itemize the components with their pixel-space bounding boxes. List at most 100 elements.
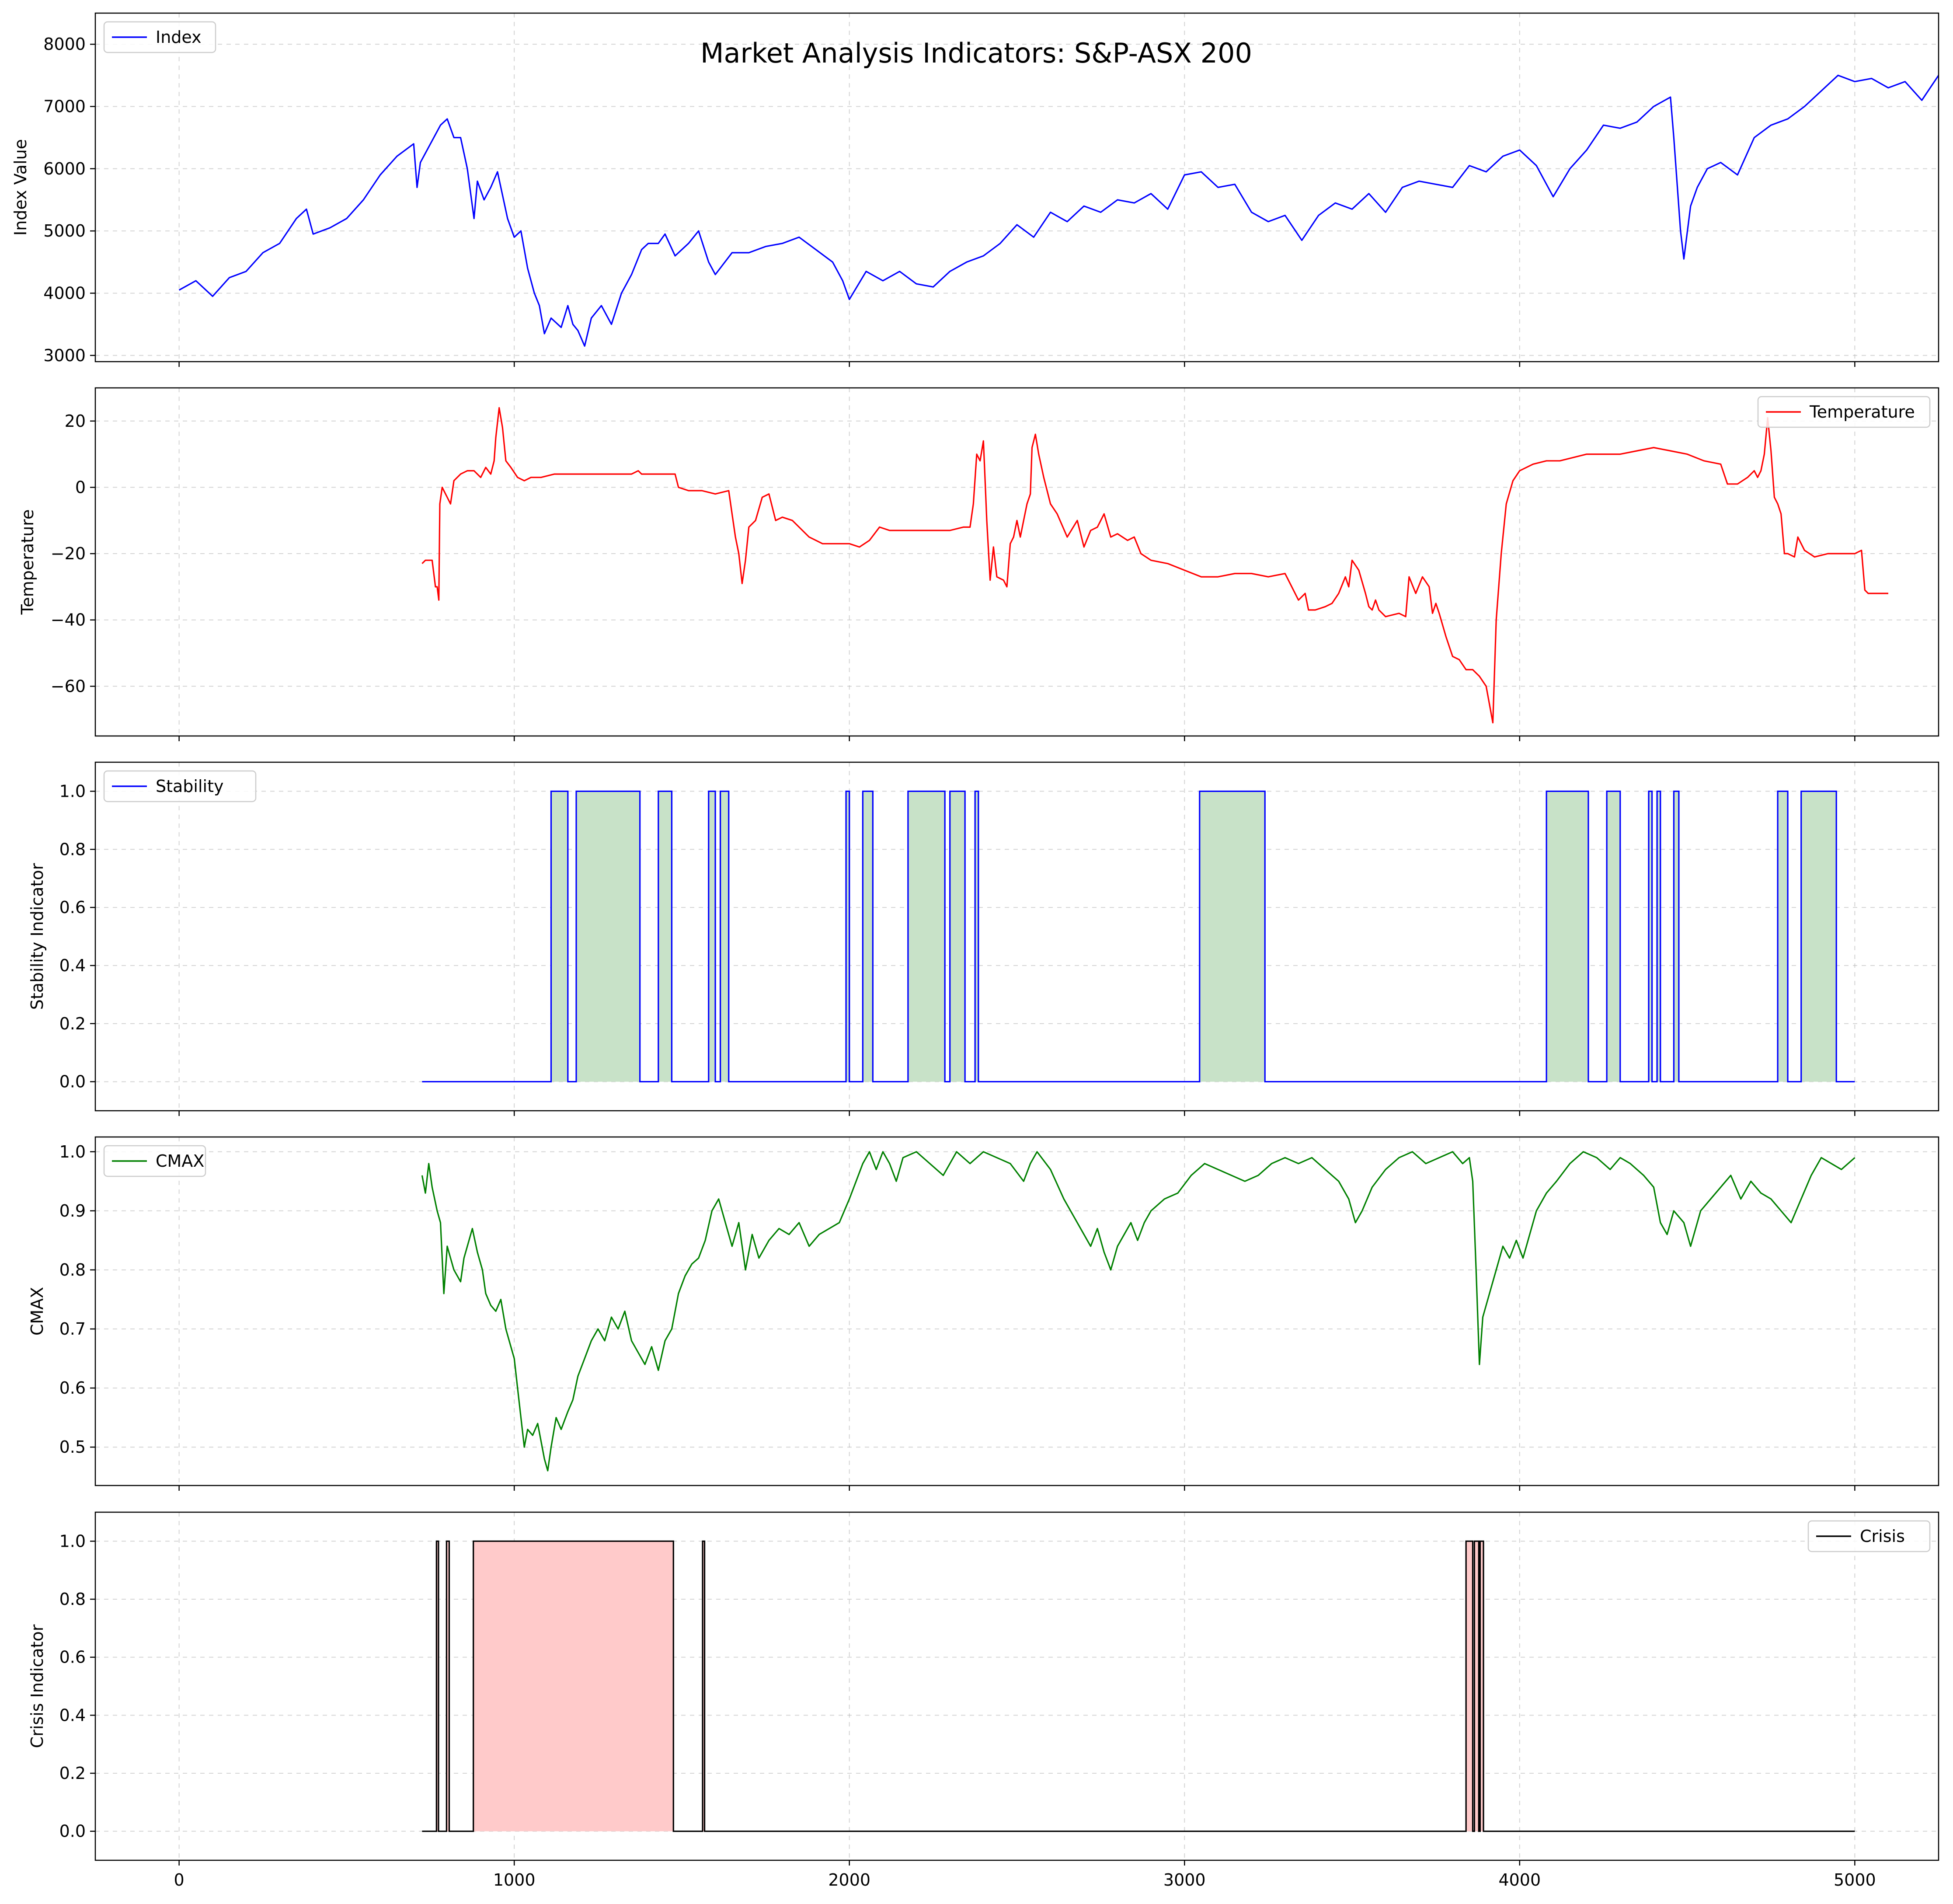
cmax-ylabel: CMAX: [28, 1287, 47, 1336]
legend-box: [103, 1145, 206, 1177]
temperature-line: [421, 407, 1888, 724]
y-tick-label: 0.0: [59, 1822, 86, 1841]
y-tick-label: 0.8: [59, 840, 86, 859]
y-tick-label: 0.6: [59, 898, 86, 917]
y-tick-label: 0.7: [59, 1319, 86, 1339]
cmax-axes-frame: [94, 1136, 1939, 1486]
y-tick-label: 0: [75, 478, 86, 497]
cmax-legend: CMAX: [103, 1145, 206, 1177]
y-tick-label: 5000: [43, 221, 86, 241]
y-tick-label: 20: [65, 411, 86, 431]
stability-fill-region: [576, 791, 640, 1082]
index-axes-frame: [94, 12, 1939, 363]
panel-cmax: 0.5 0.6 0.7 0.8 0.9 1.0 CMAX CMAX: [28, 1136, 1939, 1491]
panel-stability: 0.0 0.2 0.4 0.6 0.8 1.0 Stability Indicator Sta…: [28, 761, 1939, 1116]
crisis-axes-frame: [94, 1511, 1939, 1861]
stability-series: [422, 790, 1855, 1083]
cmax-grid: [95, 1137, 1939, 1486]
stability-fill-region: [1199, 791, 1265, 1082]
y-tick-label: 1.0: [59, 1142, 86, 1161]
legend-label: Temperature: [1809, 402, 1915, 422]
y-tick-label: 0.6: [59, 1648, 86, 1667]
legend-label: Stability: [156, 777, 224, 796]
panel-crisis: 0.0 0.2 0.4 0.6 0.8 1.0 0 1000 2000 3000 4000 5000 C…: [28, 1511, 1939, 1890]
y-tick-label: 0.9: [59, 1201, 86, 1221]
stability-step-line: [422, 790, 1855, 1083]
y-tick-label: 0.8: [59, 1260, 86, 1280]
x-tick-label: 5000: [1834, 1870, 1876, 1890]
y-tick-label: 8000: [43, 35, 86, 54]
y-tick-label: −20: [51, 544, 86, 563]
temperature-grid: [95, 388, 1939, 736]
x-tick-label: 1000: [493, 1870, 536, 1890]
stability-fill-region: [846, 791, 849, 1082]
temperature-ylabel: Temperature: [18, 509, 37, 615]
panel-temperature: −60 −40 −20 0 20 Temperature Temperature: [18, 387, 1939, 741]
y-tick-label: 0.4: [59, 1705, 86, 1725]
crisis-fill-region: [1474, 1541, 1479, 1831]
y-tick-label: 0.2: [59, 1764, 86, 1783]
temperature-axes-frame: [94, 387, 1939, 737]
index-series: [178, 74, 1939, 347]
stability-fill-region: [720, 791, 729, 1082]
crisis-fill-region: [1480, 1541, 1484, 1831]
index-legend: Index: [103, 21, 216, 53]
chart-title: Market Analysis Indicators: S&P-ASX 200: [700, 37, 1252, 69]
crisis-step-line: [422, 1540, 1855, 1832]
crisis-fill-region: [436, 1541, 439, 1831]
crisis-ylabel: Crisis Indicator: [28, 1624, 47, 1748]
panels: 3000 4000 5000 6000 7000 8000 Index Value Index…: [11, 12, 1939, 1890]
legend-box: [1757, 396, 1931, 428]
stability-ylabel: Stability Indicator: [28, 863, 47, 1010]
crisis-legend: Crisis: [1807, 1520, 1931, 1552]
index-line: [178, 74, 1939, 347]
y-tick-label: 7000: [43, 97, 86, 116]
x-tick-label: 3000: [1163, 1870, 1206, 1890]
stability-axes-frame: [94, 761, 1939, 1112]
legend-label: Crisis: [1860, 1527, 1905, 1546]
crisis-series: [422, 1540, 1855, 1832]
index-grid: [95, 13, 1939, 362]
index-ylabel: Index Value: [11, 139, 30, 236]
x-tick-label: 2000: [828, 1870, 870, 1890]
stability-fill-region: [908, 791, 945, 1082]
y-tick-label: 4000: [43, 283, 86, 303]
legend-label: Index: [156, 28, 202, 47]
y-tick-label: 0.8: [59, 1590, 86, 1609]
crisis-fill-region: [702, 1541, 705, 1831]
y-tick-label: 0.4: [59, 956, 86, 975]
stability-fill-region: [975, 791, 978, 1082]
temperature-series: [421, 407, 1888, 724]
stability-fill-region: [1648, 791, 1652, 1082]
temperature-legend: Temperature: [1757, 396, 1931, 428]
crisis-fill-region: [446, 1541, 449, 1831]
panel-index: 3000 4000 5000 6000 7000 8000 Index Value Index: [11, 12, 1939, 367]
stability-legend: Stability: [103, 770, 257, 802]
stability-fill-region: [950, 791, 965, 1082]
y-tick-label: 0.0: [59, 1072, 86, 1091]
stability-fill-region: [863, 791, 873, 1082]
legend-box: [103, 21, 216, 53]
cmax-line: [421, 1151, 1856, 1472]
legend-box: [1807, 1520, 1931, 1552]
stability-fill-region: [1778, 791, 1788, 1082]
y-tick-label: 1.0: [59, 1531, 86, 1551]
cmax-series: [421, 1151, 1856, 1472]
y-tick-label: −40: [51, 610, 86, 630]
legend-label: CMAX: [156, 1151, 204, 1171]
stability-fill-region: [1607, 791, 1620, 1082]
crisis-fill-region: [473, 1541, 674, 1831]
stability-fill-region: [551, 791, 568, 1082]
legend-box: [103, 770, 257, 802]
stability-fill-region: [658, 791, 672, 1082]
stability-fill-region: [1674, 791, 1679, 1082]
stability-fill-region: [1546, 791, 1588, 1082]
y-tick-label: −60: [51, 677, 86, 696]
x-tick-label: 4000: [1498, 1870, 1541, 1890]
y-tick-label: 0.2: [59, 1014, 86, 1033]
x-tick-label: 0: [174, 1870, 185, 1890]
y-tick-label: 1.0: [59, 781, 86, 801]
stability-fill-region: [1801, 791, 1837, 1082]
y-tick-label: 6000: [43, 159, 86, 178]
